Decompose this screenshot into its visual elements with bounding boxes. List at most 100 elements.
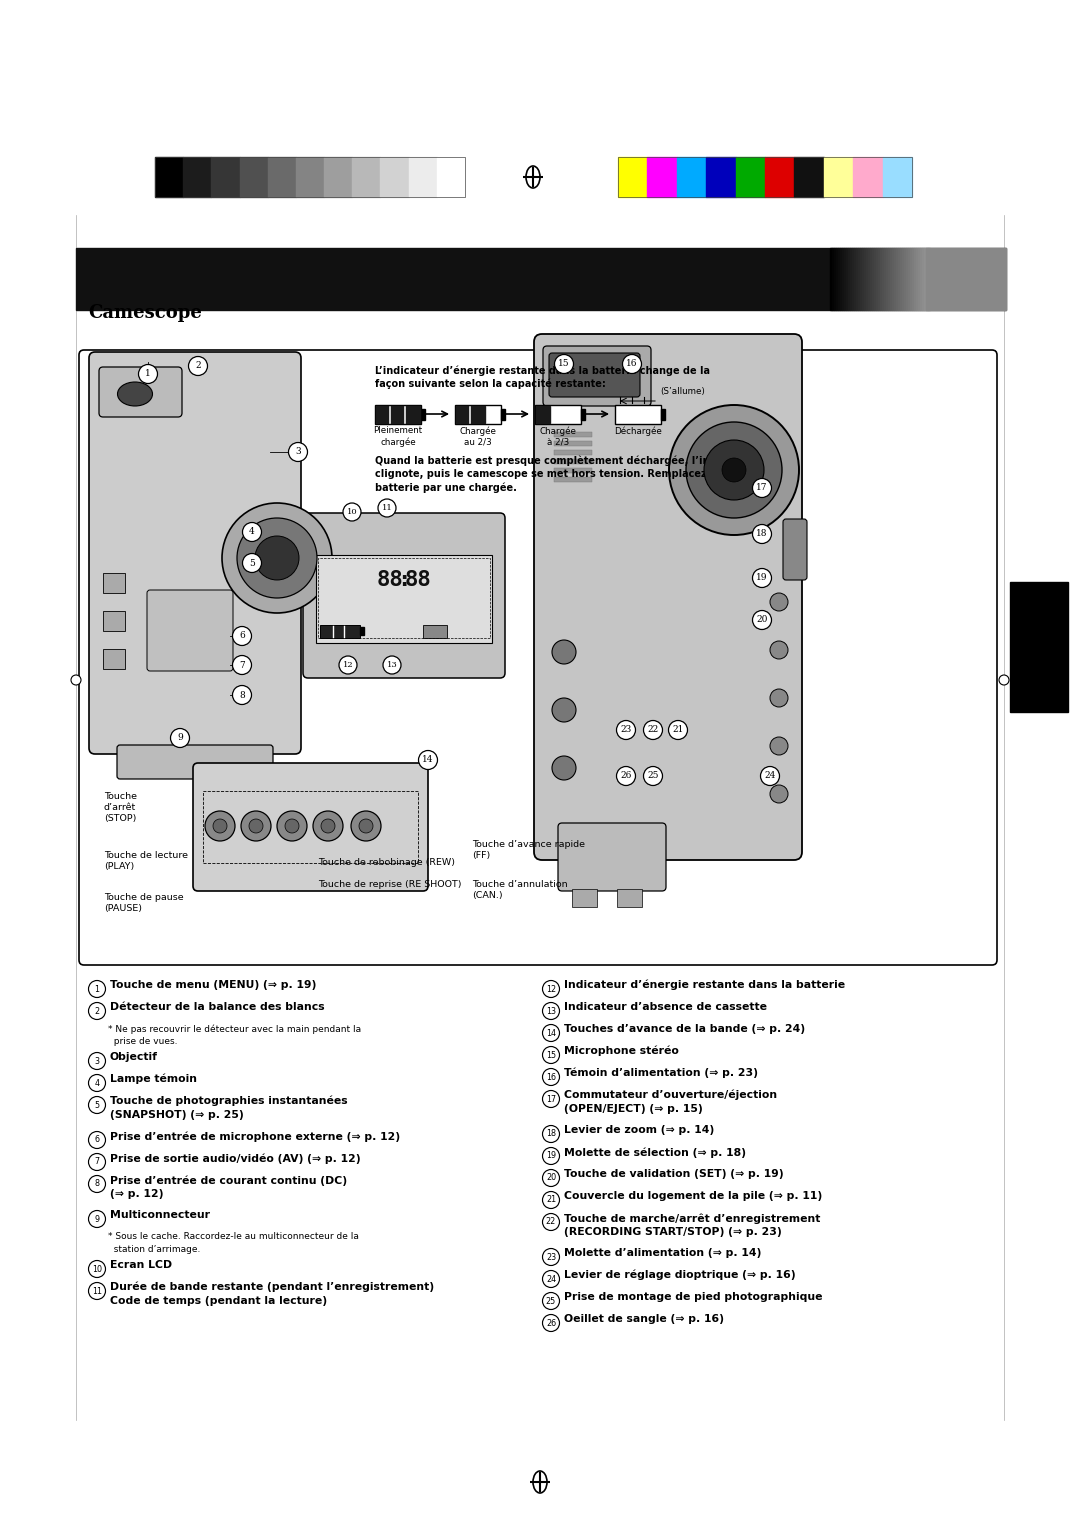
Circle shape [644, 767, 662, 785]
Bar [862, 248, 864, 310]
Circle shape [288, 443, 308, 461]
Circle shape [542, 1270, 559, 1288]
Text: Prise de montage de pied photographique: Prise de montage de pied photographique [564, 1293, 823, 1302]
Bar [856, 248, 858, 310]
Text: Chargée
à 2/3: Chargée à 2/3 [540, 426, 577, 446]
Text: station d’arrimage.: station d’arrimage. [108, 1245, 201, 1254]
Text: 6: 6 [239, 631, 245, 640]
Text: 12: 12 [545, 984, 556, 993]
Bar [890, 248, 892, 310]
Text: Touche de lecture
(PLAY): Touche de lecture (PLAY) [104, 851, 188, 871]
Text: Prise d’entrée de courant continu (DC): Prise d’entrée de courant continu (DC) [110, 1175, 347, 1186]
Bar [554, 451, 592, 455]
Bar [647, 157, 677, 197]
Text: Touches d’avance de la bande (⇒ p. 24): Touches d’avance de la bande (⇒ p. 24) [564, 1024, 805, 1034]
Circle shape [542, 1047, 559, 1063]
Circle shape [542, 1024, 559, 1042]
Bar [852, 248, 854, 310]
Circle shape [542, 1248, 559, 1265]
Text: 19: 19 [545, 1152, 556, 1160]
Text: 11: 11 [92, 1287, 102, 1296]
Text: Molette de sélection (⇒ p. 18): Molette de sélection (⇒ p. 18) [564, 1148, 746, 1158]
Circle shape [760, 767, 780, 785]
Bar [554, 468, 592, 474]
FancyBboxPatch shape [99, 367, 183, 417]
Text: (OPEN/EJECT) (⇒ p. 15): (OPEN/EJECT) (⇒ p. 15) [564, 1105, 703, 1114]
Bar [868, 248, 870, 310]
Text: 10: 10 [347, 507, 357, 516]
Bar [836, 248, 838, 310]
Bar [103, 649, 125, 669]
Bar [876, 248, 878, 310]
Bar [554, 477, 592, 481]
Bar [408, 157, 436, 197]
Text: Touche de photographies instantanées: Touche de photographies instantanées [110, 1096, 348, 1106]
Circle shape [542, 1192, 559, 1209]
Bar [840, 248, 842, 310]
Bar [846, 248, 848, 310]
Bar [554, 458, 592, 465]
Circle shape [222, 503, 332, 613]
Text: Couvercle du logement de la pile (⇒ p. 11): Couvercle du logement de la pile (⇒ p. 1… [564, 1190, 822, 1201]
Bar [902, 248, 904, 310]
Text: 9: 9 [94, 1215, 99, 1224]
Bar [352, 157, 380, 197]
Text: Touche de menu (MENU) (⇒ p. 19): Touche de menu (MENU) (⇒ p. 19) [110, 979, 316, 990]
Bar [850, 248, 852, 310]
Text: 18: 18 [546, 1129, 556, 1138]
Bar [184, 157, 212, 197]
Circle shape [542, 981, 559, 998]
Bar [916, 248, 918, 310]
Circle shape [237, 518, 318, 597]
Text: 22: 22 [647, 726, 659, 735]
Text: 4: 4 [95, 1079, 99, 1088]
Bar [920, 248, 922, 310]
Circle shape [383, 656, 401, 674]
FancyBboxPatch shape [549, 353, 640, 397]
Text: Témoin d’alimentation (⇒ p. 23): Témoin d’alimentation (⇒ p. 23) [564, 1068, 758, 1079]
Text: 7: 7 [239, 660, 245, 669]
Circle shape [243, 523, 261, 541]
FancyBboxPatch shape [534, 335, 802, 860]
Circle shape [704, 440, 764, 500]
Text: 1: 1 [145, 370, 151, 379]
Circle shape [171, 729, 189, 747]
Bar [885, 248, 886, 310]
Text: Code de temps (pendant la lecture): Code de temps (pendant la lecture) [110, 1296, 327, 1306]
Text: 5: 5 [249, 559, 255, 567]
Text: Durée de bande restante (pendant l’enregistrement): Durée de bande restante (pendant l’enreg… [110, 1282, 434, 1293]
Text: 3: 3 [95, 1056, 99, 1065]
Text: 23: 23 [620, 726, 632, 735]
Bar [914, 248, 916, 310]
Circle shape [378, 500, 396, 516]
Bar [706, 157, 735, 197]
Text: 88: 88 [405, 570, 431, 590]
Bar [318, 558, 490, 639]
Circle shape [552, 640, 576, 665]
Bar [880, 248, 882, 310]
Bar [864, 248, 866, 310]
Text: 13: 13 [387, 662, 397, 669]
Text: 15: 15 [545, 1051, 556, 1059]
Circle shape [542, 1169, 559, 1187]
Circle shape [89, 1132, 106, 1149]
Bar [918, 248, 920, 310]
Bar [912, 248, 914, 310]
Bar [554, 442, 592, 446]
FancyBboxPatch shape [147, 590, 233, 671]
Circle shape [255, 536, 299, 581]
Circle shape [89, 1154, 106, 1170]
Bar [212, 157, 240, 197]
Circle shape [770, 736, 788, 755]
Bar [824, 157, 853, 197]
Text: Molette d’alimentation (⇒ p. 14): Molette d’alimentation (⇒ p. 14) [564, 1248, 761, 1258]
Bar [892, 248, 894, 310]
Circle shape [89, 1210, 106, 1227]
Text: 2: 2 [94, 1007, 99, 1016]
Circle shape [753, 568, 771, 587]
Bar [501, 410, 505, 420]
Text: Touche d’avance rapide
(FF): Touche d’avance rapide (FF) [472, 840, 585, 860]
Circle shape [770, 689, 788, 707]
Text: 21: 21 [545, 1195, 556, 1204]
Circle shape [189, 356, 207, 376]
